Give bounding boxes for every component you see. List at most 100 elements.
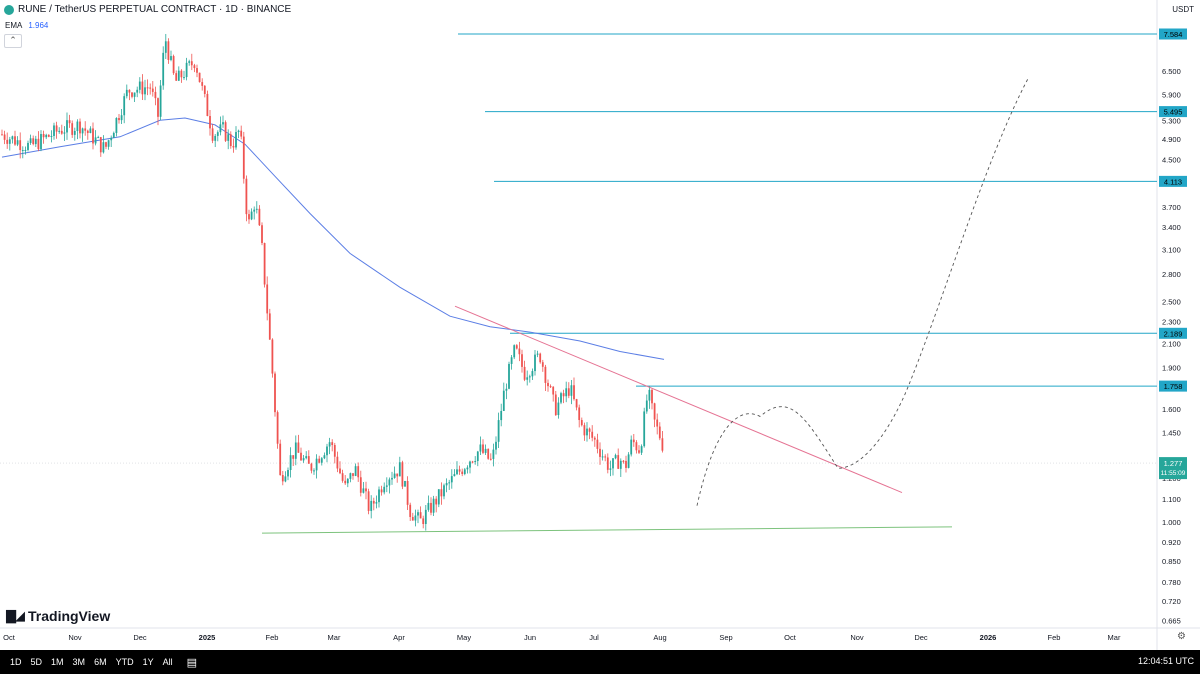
candle-body	[458, 469, 461, 472]
utc-clock[interactable]: 12:04:51 UTC	[1137, 656, 1194, 666]
currency-label[interactable]: USDT	[1172, 5, 1194, 14]
candle-body	[562, 393, 565, 397]
candle-body	[565, 388, 568, 397]
candle-body	[549, 386, 552, 388]
candle-body	[378, 489, 380, 503]
candle-body	[328, 442, 331, 447]
candle-body	[151, 88, 154, 92]
candle-body	[300, 452, 302, 461]
range-6m-button[interactable]: 6M	[94, 657, 107, 667]
candle-body	[515, 345, 518, 349]
candle-body	[388, 479, 391, 486]
candle-body	[544, 366, 547, 383]
candle-body	[575, 399, 578, 408]
candle-body	[614, 455, 617, 459]
candle-body	[128, 89, 131, 93]
range-1m-button[interactable]: 1M	[51, 657, 64, 667]
candle-body	[489, 458, 492, 460]
candle-body	[310, 463, 313, 471]
range-1d-button[interactable]: 1D	[10, 657, 22, 667]
candle-body	[279, 443, 282, 476]
candle-body	[482, 444, 484, 453]
candle-body	[146, 87, 149, 89]
range-ytd-button[interactable]: YTD	[115, 657, 134, 667]
horizontal-levels[interactable]	[0, 33, 1157, 464]
candle-body	[263, 243, 266, 285]
candle-body	[448, 482, 451, 484]
price-tick-label: 3.400	[1162, 223, 1181, 232]
range-1y-button[interactable]: 1Y	[142, 657, 154, 667]
candle-body	[250, 211, 253, 220]
candle-body	[518, 348, 521, 355]
candle-body	[229, 134, 232, 147]
candle-body	[323, 455, 326, 459]
candle-body	[255, 208, 258, 210]
price-level-text: 4.113	[1164, 177, 1182, 186]
price-tick-label: 6.500	[1162, 67, 1181, 76]
candle-body	[94, 137, 97, 144]
collapse-legend-button[interactable]: ⌃	[4, 34, 22, 48]
price-axis[interactable]: 6.500 5.900 5.300 4.900 4.500 3.700 3.400 3.100…	[1162, 67, 1181, 625]
chart-canvas[interactable]: 6.500 5.900 5.300 4.900 4.500 3.700 3.400 3.100…	[0, 0, 1200, 650]
range-all-button[interactable]: All	[162, 657, 173, 667]
calendar-goto-icon[interactable]: ▤	[186, 656, 198, 669]
candle-body	[580, 420, 583, 426]
candle-body	[157, 98, 159, 117]
symbol-title[interactable]: RUNE / TetherUS PERPETUAL CONTRACT · 1D …	[18, 4, 292, 15]
candle-body	[141, 81, 144, 95]
ema-legend[interactable]: EMA 1.964	[5, 21, 48, 30]
candle-body	[242, 136, 245, 179]
price-tick-label: 4.500	[1162, 156, 1181, 165]
candle-body	[513, 345, 516, 358]
time-tick-label: Feb	[1048, 633, 1061, 642]
candle-body	[653, 403, 656, 420]
candle-body	[105, 142, 107, 147]
candle-body	[453, 474, 456, 477]
candle-body	[232, 146, 235, 148]
ema-line	[1, 117, 665, 360]
price-tick-label: 2.800	[1162, 270, 1181, 279]
candle-body	[266, 284, 269, 314]
chart-legend[interactable]: RUNE / TetherUS PERPETUAL CONTRACT · 1D …	[4, 4, 291, 15]
candle-body	[302, 458, 305, 461]
candle-body	[573, 385, 575, 400]
candle-body	[365, 488, 367, 492]
candle-body	[604, 456, 607, 458]
candle-body	[138, 81, 141, 90]
candle-body	[591, 431, 594, 438]
candle-body	[331, 442, 334, 446]
time-axis[interactable]: Oct Nov Dec 2025 Feb Mar Apr May Jun Jul Aug Sep Oct…	[3, 633, 1121, 642]
trendlines[interactable]	[261, 305, 953, 534]
candle-body	[58, 130, 61, 132]
candle-body	[630, 439, 633, 455]
range-5d-button[interactable]: 5D	[30, 657, 43, 667]
candle-body	[599, 448, 601, 457]
candle-body	[37, 138, 40, 150]
candle-body	[341, 473, 344, 481]
candle-body	[11, 136, 14, 140]
candle-body	[214, 135, 217, 141]
candle-body	[162, 52, 165, 86]
candle-body	[261, 225, 263, 244]
candle-body	[339, 468, 341, 474]
candle-body	[502, 390, 505, 411]
candle-body	[188, 61, 191, 63]
candle-body	[497, 420, 500, 442]
price-tick-label: 1.900	[1162, 363, 1181, 372]
range-3m-button[interactable]: 3M	[72, 657, 86, 667]
projection-path	[696, 78, 1029, 506]
candle-body	[73, 130, 76, 135]
settings-gear-icon[interactable]: ⚙	[1177, 631, 1186, 642]
candle-body	[203, 85, 206, 94]
candle-body	[344, 480, 347, 484]
candle-body	[292, 455, 295, 459]
candle-body	[430, 502, 432, 513]
candle-body	[601, 456, 604, 458]
candle-body	[414, 515, 417, 521]
candle-body	[419, 512, 422, 519]
candle-body	[435, 498, 438, 505]
candle-body	[102, 142, 105, 153]
candle-body	[445, 483, 448, 486]
time-tick-label: Mar	[328, 633, 341, 642]
